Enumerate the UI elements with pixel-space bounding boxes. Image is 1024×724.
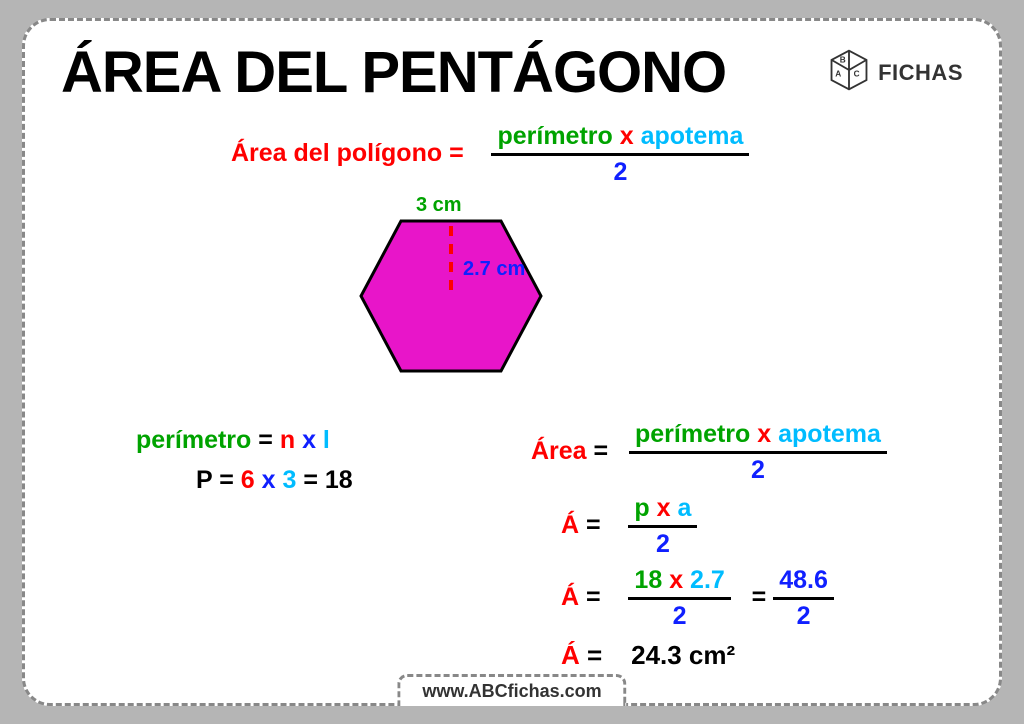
polygon-shape: 3 cm 2.7 cm <box>341 196 561 401</box>
area-formula-row: Área = perímetro x apotema 2 <box>531 420 887 485</box>
svg-text:B: B <box>840 56 846 65</box>
area-pa-row: Á = p x a 2 <box>561 494 697 559</box>
perimeter-calc-row: P = 6 x 3 = 18 <box>196 466 353 495</box>
apothem-label: 2.7 cm <box>463 258 525 281</box>
svg-text:C: C <box>854 69 860 78</box>
formula-area-polygon: Área del polígono = perímetro x apotema … <box>231 122 749 187</box>
area-values-fraction1: 18 x 2.7 2 <box>628 566 730 631</box>
area-values-row: Á = 18 x 2.7 2 = 48.6 2 <box>561 566 834 631</box>
area-values-fraction2: 48.6 2 <box>773 566 834 631</box>
formula-denominator: 2 <box>613 156 627 187</box>
brand-text: FICHAS <box>878 60 963 86</box>
formula-numerator: perímetro x apotema <box>491 122 749 156</box>
cube-icon: B A C <box>826 47 872 98</box>
brand-logo: B A C FICHAS <box>826 47 963 98</box>
area-result-row: Á = 24.3 cm² <box>561 640 735 671</box>
title-row: ÁREA DEL PENTÁGONO B A C FICHAS <box>61 39 963 106</box>
side-label: 3 cm <box>416 194 462 217</box>
website-tab: www.ABCfichas.com <box>397 674 626 706</box>
page-title: ÁREA DEL PENTÁGONO <box>61 39 726 106</box>
infographic-card: ÁREA DEL PENTÁGONO B A C FICHAS Área del… <box>22 18 1002 706</box>
area-pa-fraction: p x a 2 <box>628 494 697 559</box>
svg-text:A: A <box>835 69 841 78</box>
formula-lhs: Área del polígono = <box>231 139 464 167</box>
area-fraction: perímetro x apotema 2 <box>629 420 887 485</box>
content-area: Área del polígono = perímetro x apotema … <box>61 106 963 666</box>
perimeter-formula-row: perímetro = n x l <box>136 426 330 455</box>
formula-fraction: perímetro x apotema 2 <box>491 122 749 187</box>
